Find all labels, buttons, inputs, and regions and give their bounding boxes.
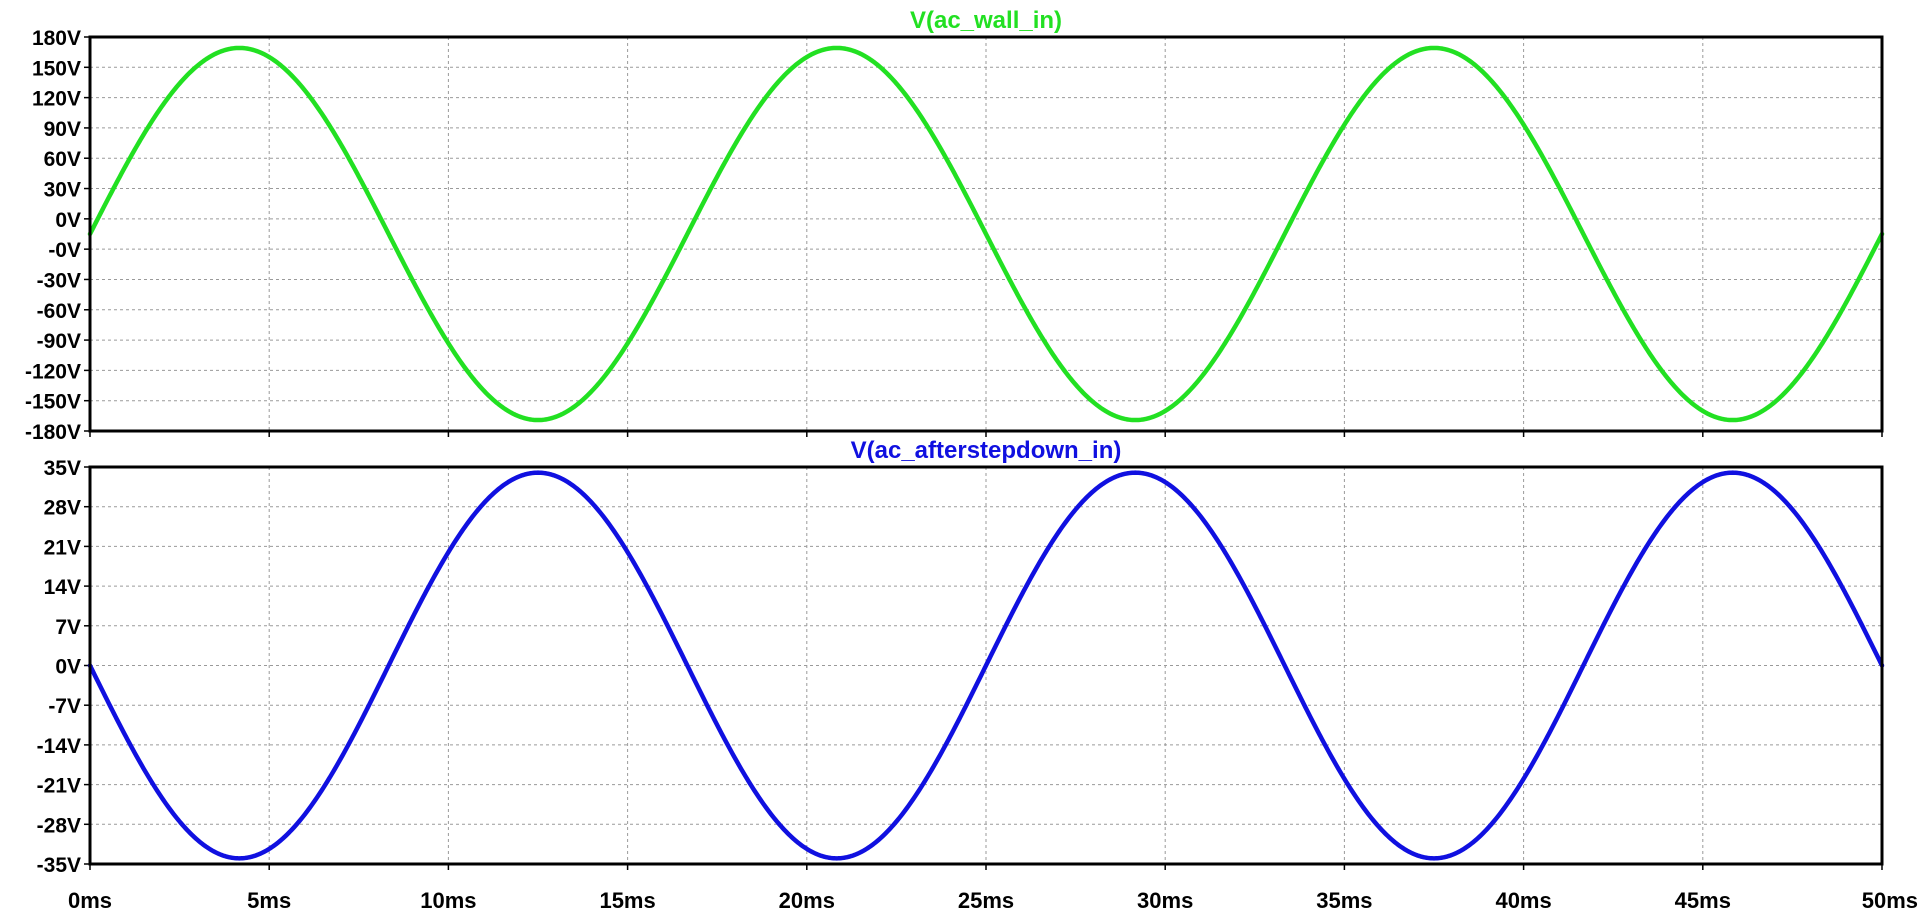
- x-tick-label: 40ms: [1495, 888, 1551, 913]
- y-tick-label: -28V: [37, 814, 81, 837]
- y-tick-label: 35V: [44, 457, 81, 480]
- y-tick-label: -7V: [48, 695, 81, 718]
- y-tick-label: -120V: [25, 360, 81, 383]
- y-tick-label: 120V: [32, 88, 81, 111]
- y-tick-label: -30V: [37, 269, 81, 292]
- y-tick-label: -14V: [37, 735, 81, 758]
- trace-title[interactable]: V(ac_afterstepdown_in): [851, 437, 1122, 464]
- plot-pane-1: 180V 150V 120V 90V 60V 30V 0V -0V -30V -60V -90V -1…: [25, 7, 1885, 444]
- y-tick-label: 21V: [44, 536, 81, 559]
- y-tick-label: -90V: [37, 330, 81, 353]
- y-tick-label: 90V: [44, 118, 81, 141]
- trace-v-ac-afterstepdown-in[interactable]: [87, 470, 1885, 861]
- y-tick-label: 14V: [44, 576, 81, 599]
- x-tick-label: 30ms: [1137, 888, 1193, 913]
- y-tick-label: -21V: [37, 775, 81, 798]
- x-tick-label: 50ms: [1862, 888, 1918, 913]
- y-tick-label: 0V: [55, 656, 81, 679]
- y-tick-label: 0V: [55, 209, 81, 232]
- y-tick-label: 7V: [55, 616, 81, 639]
- plot-pane-frame: [88, 465, 1884, 866]
- x-tick-label: 20ms: [779, 888, 835, 913]
- x-tick-label: 5ms: [247, 888, 291, 913]
- y-tick-label: 30V: [44, 179, 81, 202]
- y-tick-label: -60V: [37, 300, 81, 323]
- plot-pane-2: 35V 28V 21V 14V 7V 0V -7V -14V -21V -28V -35V V(ac_…: [37, 437, 1885, 877]
- y-tick-label: -35V: [37, 854, 81, 877]
- trace-title[interactable]: V(ac_wall_in): [910, 7, 1062, 34]
- plot-pane-frame: [88, 35, 1884, 433]
- y-tick-label: 180V: [32, 27, 81, 50]
- y-tick-label: -0V: [48, 239, 81, 262]
- y-tick-label: 60V: [44, 148, 81, 171]
- x-tick-label: 35ms: [1316, 888, 1372, 913]
- y-tick-label: 28V: [44, 497, 81, 520]
- y-tick-label: -150V: [25, 391, 81, 414]
- y-tick-label: 150V: [32, 57, 81, 80]
- trace-v-ac-wall-in[interactable]: [87, 45, 1885, 423]
- x-tick-label: 10ms: [420, 888, 476, 913]
- x-tick-label: 45ms: [1675, 888, 1731, 913]
- x-tick-label: 25ms: [958, 888, 1014, 913]
- y-tick-label: -180V: [25, 421, 81, 444]
- x-tick-label: 15ms: [599, 888, 655, 913]
- x-tick-label: 0ms: [68, 888, 112, 913]
